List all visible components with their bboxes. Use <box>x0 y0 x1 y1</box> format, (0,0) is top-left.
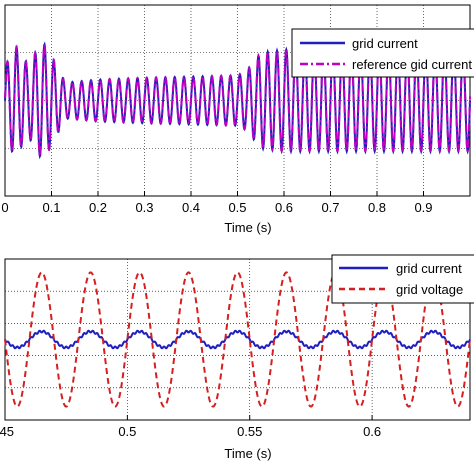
series-reference-gid-current <box>4 42 471 160</box>
x-tick-label: 0.1 <box>42 200 60 215</box>
x-tick-label: 0.8 <box>368 200 386 215</box>
bottom-series-group <box>4 271 471 408</box>
x-tick-label: 0 <box>1 200 8 215</box>
x-tick-label: 0.7 <box>321 200 339 215</box>
top-legend-box <box>291 28 474 78</box>
top-series-group <box>4 41 471 160</box>
bottom-legend-label-grid-current: grid current <box>396 261 462 276</box>
x-tick-label: .45 <box>0 424 14 439</box>
top-x-ticks: 0 0.1 0.2 0.3 0.4 0.5 0.6 0.7 0.8 0.9 <box>1 191 433 215</box>
x-tick-label: 0.9 <box>414 200 432 215</box>
top-legend: grid current reference gid current <box>291 28 474 78</box>
bottom-x-axis-label: Time (s) <box>224 446 271 461</box>
bottom-chart: .45 0.5 0.55 0.6 Time (s) grid current grid… <box>0 254 474 461</box>
bottom-legend: grid current grid voltage <box>331 254 474 304</box>
series-grid-voltage <box>4 271 471 408</box>
x-tick-label: 0.4 <box>182 200 200 215</box>
x-tick-label: 0.6 <box>363 424 381 439</box>
series-grid-current <box>4 329 471 350</box>
x-tick-label: 0.55 <box>237 424 262 439</box>
x-tick-label: 0.3 <box>135 200 153 215</box>
x-tick-label: 0.5 <box>118 424 136 439</box>
bottom-legend-label-grid-voltage: grid voltage <box>396 282 463 297</box>
top-x-axis-label: Time (s) <box>224 220 271 235</box>
top-legend-label-reference: reference gid current <box>352 57 472 72</box>
x-tick-label: 0.6 <box>275 200 293 215</box>
x-tick-label: 0.5 <box>228 200 246 215</box>
bottom-x-ticks: .45 0.5 0.55 0.6 <box>0 415 381 439</box>
bottom-legend-box <box>331 254 474 304</box>
top-chart: 0 0.1 0.2 0.3 0.4 0.5 0.6 0.7 0.8 0.9 Time (s) gr… <box>1 4 474 235</box>
x-tick-label: 0.2 <box>89 200 107 215</box>
top-legend-label-grid-current: grid current <box>352 36 418 51</box>
